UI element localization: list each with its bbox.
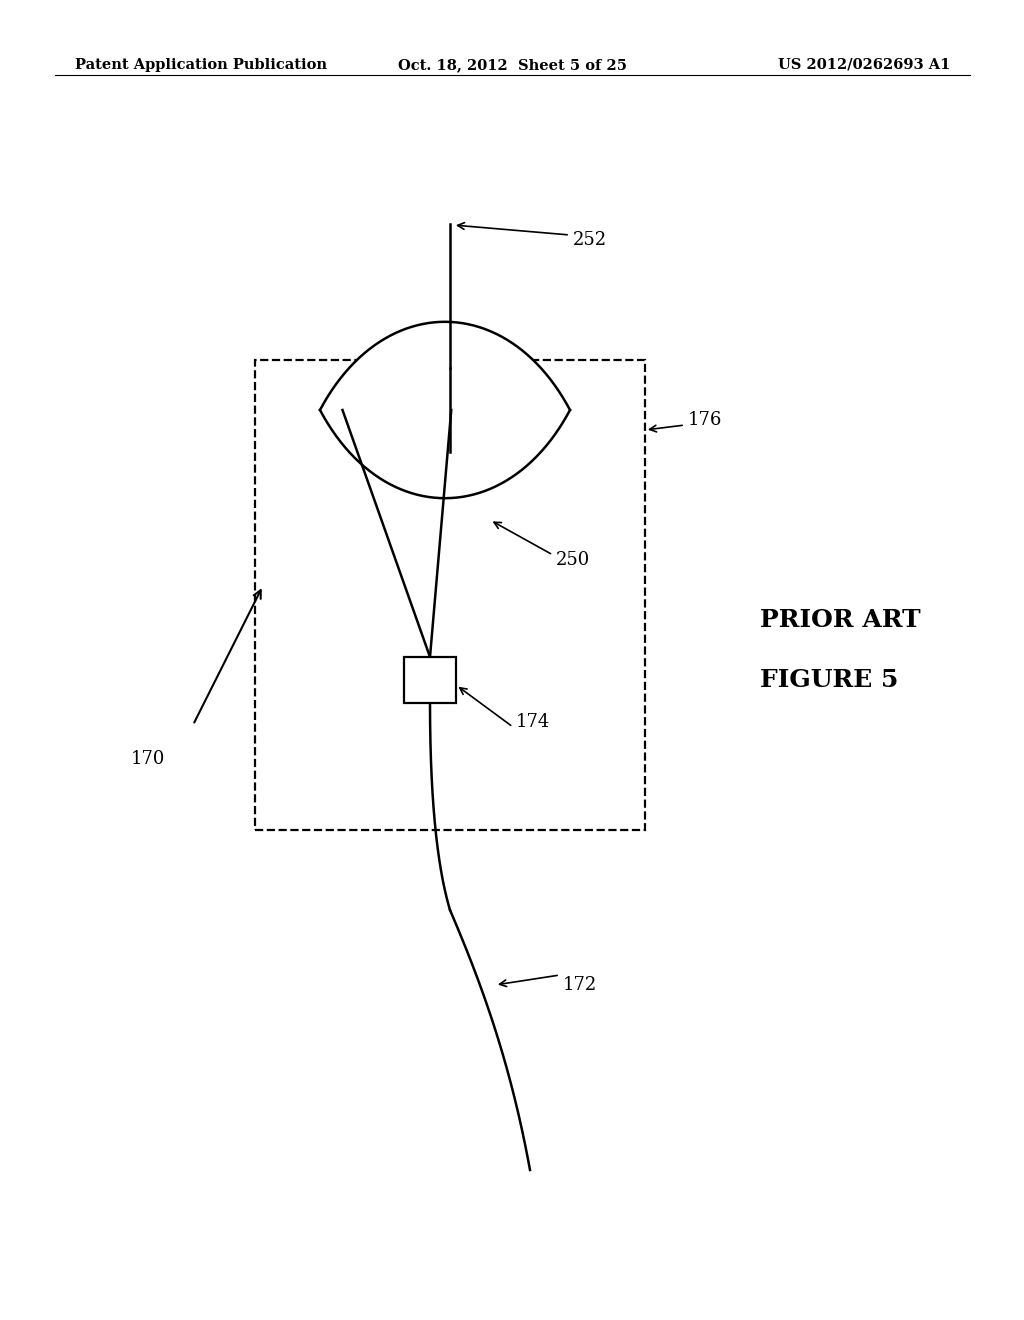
Text: 174: 174 [516, 713, 550, 731]
Polygon shape [319, 322, 570, 498]
Text: 176: 176 [688, 411, 722, 429]
Text: 172: 172 [563, 975, 597, 994]
Text: Patent Application Publication: Patent Application Publication [75, 58, 327, 73]
Bar [255, 360, 645, 830]
Text: PRIOR ART: PRIOR ART [760, 609, 921, 632]
Text: 170: 170 [131, 750, 165, 768]
Text: Oct. 18, 2012  Sheet 5 of 25: Oct. 18, 2012 Sheet 5 of 25 [397, 58, 627, 73]
Text: 250: 250 [556, 550, 590, 569]
Bar [404, 657, 456, 704]
Text: 252: 252 [573, 231, 607, 249]
Text: US 2012/0262693 A1: US 2012/0262693 A1 [777, 58, 950, 73]
Text: FIGURE 5: FIGURE 5 [760, 668, 898, 692]
